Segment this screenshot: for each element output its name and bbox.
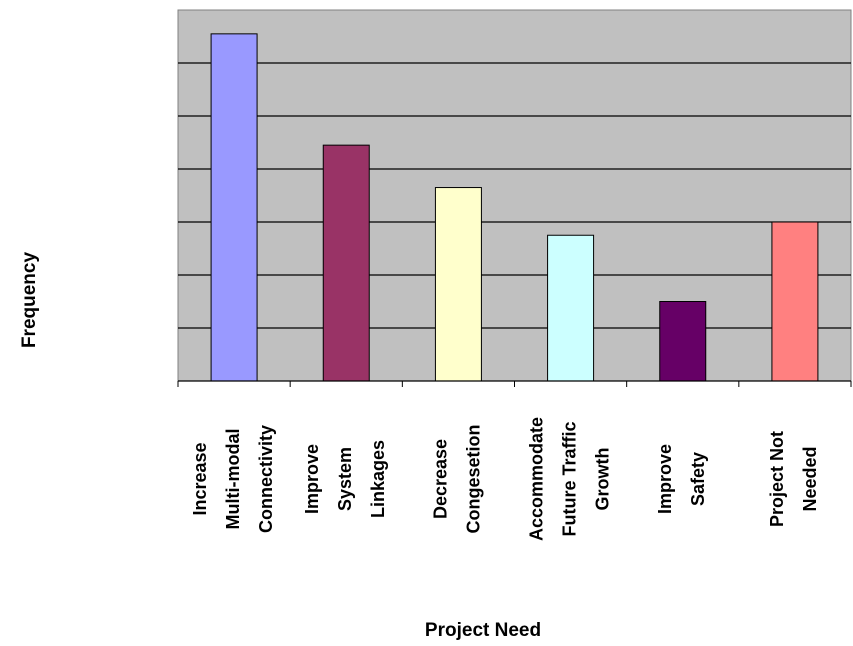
- bar: [547, 234, 595, 382]
- category-label: Multi-modal: [223, 429, 243, 530]
- category-label: Increase: [190, 442, 210, 515]
- category-labels: Increase Multi-modal Connectivity Improve Sy…: [190, 417, 820, 541]
- bar: [322, 144, 370, 382]
- bar: [434, 187, 482, 382]
- category-label: Growth: [592, 448, 612, 511]
- bar: [659, 301, 707, 382]
- category-label: Future Traffic: [559, 421, 579, 536]
- category-label: Improve: [302, 444, 322, 514]
- category-label: Accommodate: [526, 417, 546, 541]
- x-axis: [177, 380, 852, 387]
- bar: [771, 221, 819, 382]
- category-label: Linkages: [368, 440, 388, 518]
- category-label: Decrease: [431, 439, 451, 519]
- category-label: Needed: [800, 446, 820, 511]
- category-label: Connectivity: [256, 425, 276, 533]
- bars: [210, 33, 819, 382]
- bar: [210, 33, 258, 382]
- x-axis-title: Project Need: [425, 620, 541, 641]
- category-label: Project Not: [767, 431, 787, 527]
- category-label: Congesetion: [464, 424, 484, 533]
- gridlines: [178, 62, 851, 329]
- category-label: Safety: [688, 452, 708, 506]
- plot-area: [177, 9, 852, 382]
- category-label: System: [335, 447, 355, 511]
- y-axis-title: Frequency: [19, 252, 40, 349]
- category-label: Improve: [655, 444, 675, 514]
